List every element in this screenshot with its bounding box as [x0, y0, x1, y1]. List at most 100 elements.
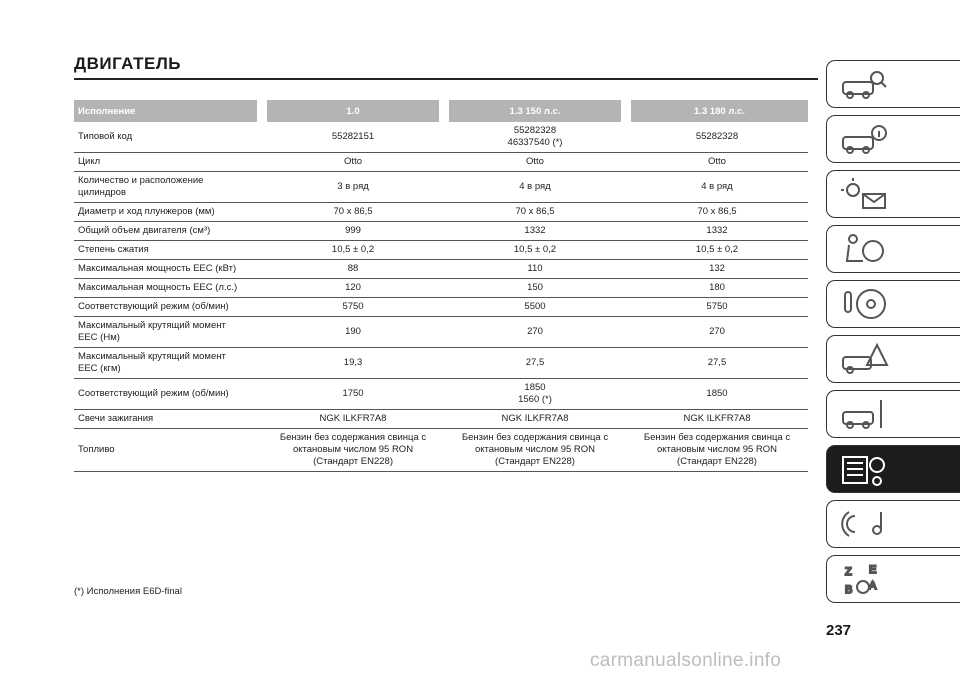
car-info-icon — [842, 125, 887, 154]
table-row: Диаметр и ход плунжеров (мм) 70 x 86,5 70 … — [74, 202, 808, 222]
section-tab[interactable] — [826, 280, 960, 328]
row-value: NGK ILKFR7A8 — [444, 409, 626, 429]
table-row: Количество и расположение цилиндров 3 в ря… — [74, 171, 808, 203]
table-row: Степень сжатия 10,5 ± 0,2 10,5 ± 0,2 10,5 ±… — [74, 240, 808, 260]
watermark: carmanualsonline.info — [590, 650, 782, 671]
row-value: 10,5 ± 0,2 — [262, 240, 445, 260]
table-row: Максимальный крутящий момент ЕЕС (Нм) 190 2… — [74, 316, 808, 348]
row-label: Типовой код — [74, 122, 263, 153]
row-label: Общий объем двигателя (см³) — [74, 221, 263, 241]
row-value: NGK ILKFR7A8 — [262, 409, 445, 429]
specifications-gear-icon — [842, 456, 885, 486]
row-label: Максимальная мощность ЕЕС (л.с.) — [74, 278, 263, 298]
row-value: Otto — [444, 152, 626, 172]
row-value: 10,5 ± 0,2 — [444, 240, 626, 260]
row-value: 88 — [262, 259, 445, 279]
row-value: 270 — [625, 316, 808, 348]
section-tab[interactable]: Z E B A — [826, 555, 960, 603]
row-value: 19,3 — [262, 347, 445, 379]
table-header-row: Исполнение 1.0 1.3 150 л.с. 1.3 180 л.с. — [74, 100, 808, 122]
engine-spec-table: Исполнение 1.0 1.3 150 л.с. 1.3 180 л.с.… — [74, 100, 808, 472]
row-value: 70 x 86,5 — [444, 202, 626, 222]
row-label: Соответствующий режим (об/мин) — [74, 297, 263, 317]
section-tab[interactable] — [826, 170, 960, 218]
row-label: Максимальная мощность ЕЕС (кВт) — [74, 259, 263, 279]
row-value: 10,5 ± 0,2 — [625, 240, 808, 260]
airbag-seat-icon — [845, 234, 884, 262]
row-value: 55282328 46337540 (*) — [444, 122, 626, 153]
car-tools-icon — [842, 400, 882, 429]
row-value: 70 x 86,5 — [262, 202, 445, 222]
row-value: 1850 1560 (*) — [444, 378, 626, 410]
row-label: Топливо — [74, 428, 263, 472]
multimedia-icon — [841, 511, 882, 537]
table-row: Максимальный крутящий момент ЕЕС (кгм) 19,… — [74, 347, 808, 379]
page-number: 237 — [826, 622, 852, 639]
row-label: Максимальный крутящий момент ЕЕС (Нм) — [74, 316, 263, 348]
section-tab[interactable] — [826, 115, 960, 163]
table-row: Свечи зажигания NGK ILKFR7A8 NGK ILKFR7A8 N… — [74, 409, 808, 429]
alphabetical-index-icon: Z E B A — [844, 563, 878, 597]
section-tab[interactable] — [826, 225, 960, 273]
table-row: Топливо Бензин без содержания свинца с окт… — [74, 428, 808, 472]
row-label: Диаметр и ход плунжеров (мм) — [74, 202, 263, 222]
row-label: Степень сжатия — [74, 240, 263, 260]
row-value: 55282328 — [625, 122, 808, 153]
header-1-3-150: 1.3 150 л.с. — [439, 100, 626, 122]
row-value: 132 — [625, 259, 808, 279]
row-value: 1332 — [444, 221, 626, 241]
row-value: Otto — [262, 152, 445, 172]
row-value: 1850 — [625, 378, 808, 410]
steering-wheel-icon — [844, 289, 886, 319]
table-row: Типовой код 55282151 55282328 46337540 (*) 5… — [74, 122, 808, 153]
row-value: 150 — [444, 278, 626, 298]
row-label: Соответствующий режим (об/мин) — [74, 378, 263, 410]
row-value: 190 — [262, 316, 445, 348]
row-label: Максимальный крутящий момент ЕЕС (кгм) — [74, 347, 263, 379]
table-row: Общий объем двигателя (см³) 999 1332 1332 — [74, 221, 808, 241]
row-value: 120 — [262, 278, 445, 298]
row-value: Бензин без содержания свинца с октановым … — [625, 428, 808, 472]
section-tab[interactable] — [826, 335, 960, 383]
svg-text:A: A — [869, 580, 877, 592]
section-tab[interactable] — [826, 390, 960, 438]
header-1-3-180: 1.3 180 л.с. — [620, 100, 808, 122]
row-value: 5750 — [625, 297, 808, 317]
table-row: Соответствующий режим (об/мин) 5750 5500 57… — [74, 297, 808, 317]
row-value: 1332 — [625, 221, 808, 241]
table-row: Цикл Otto Otto Otto — [74, 152, 808, 172]
row-value: 4 в ряд — [625, 171, 808, 203]
row-value: 55282151 — [262, 122, 445, 153]
row-value: NGK ILKFR7A8 — [625, 409, 808, 429]
row-value: Бензин без содержания свинца с октановым … — [262, 428, 445, 472]
section-tab[interactable] — [826, 60, 960, 108]
row-value: 27,5 — [444, 347, 626, 379]
table-row: Максимальная мощность ЕЕС (л.с.) 120 150 18… — [74, 278, 808, 298]
row-value: Otto — [625, 152, 808, 172]
row-value: 110 — [444, 259, 626, 279]
section-tabs: Z E B A — [826, 60, 960, 610]
row-label: Свечи зажигания — [74, 409, 263, 429]
row-value: 70 x 86,5 — [625, 202, 808, 222]
row-value: 270 — [444, 316, 626, 348]
row-value: 180 — [625, 278, 808, 298]
header-1-0: 1.0 — [257, 100, 445, 122]
row-value: 4 в ряд — [444, 171, 626, 203]
row-value: 5750 — [262, 297, 445, 317]
svg-text:B: B — [845, 584, 852, 596]
row-label: Цикл — [74, 152, 263, 172]
row-label: Количество и расположение цилиндров — [74, 171, 263, 203]
section-tab[interactable] — [826, 445, 960, 493]
row-value: 27,5 — [625, 347, 808, 379]
footnote: (*) Исполнения E6D-final — [74, 586, 182, 597]
svg-text:Z: Z — [845, 566, 852, 578]
svg-text:E: E — [869, 564, 876, 576]
table-row: Максимальная мощность ЕЕС (кВт) 88 110 132 — [74, 259, 808, 279]
row-value: Бензин без содержания свинца с октановым … — [444, 428, 626, 472]
page-title: ДВИГАТЕЛЬ — [74, 54, 818, 80]
section-tab[interactable] — [826, 500, 960, 548]
row-value: 999 — [262, 221, 445, 241]
car-search-icon — [842, 71, 887, 99]
row-value: 3 в ряд — [262, 171, 445, 203]
car-warning-icon — [842, 342, 889, 374]
